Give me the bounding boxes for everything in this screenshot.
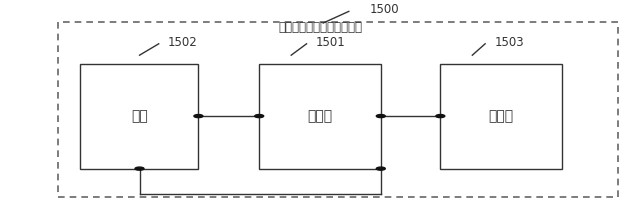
Circle shape	[376, 115, 385, 118]
Text: 端末ハンドオーバシステム: 端末ハンドオーバシステム	[278, 21, 362, 34]
Text: 基地局: 基地局	[488, 109, 514, 123]
Bar	[440, 64, 562, 169]
Circle shape	[255, 115, 264, 118]
Circle shape	[436, 115, 445, 118]
Text: 1501: 1501	[316, 35, 345, 49]
Bar	[80, 64, 198, 169]
Circle shape	[135, 167, 144, 170]
Text: 制御部: 制御部	[307, 109, 333, 123]
Circle shape	[376, 167, 385, 170]
Text: 端末: 端末	[131, 109, 148, 123]
Circle shape	[194, 115, 203, 118]
Text: 1502: 1502	[168, 35, 197, 49]
Bar	[259, 64, 381, 169]
Bar	[58, 22, 618, 197]
Text: 1500: 1500	[370, 3, 399, 16]
Text: 1503: 1503	[495, 35, 524, 49]
